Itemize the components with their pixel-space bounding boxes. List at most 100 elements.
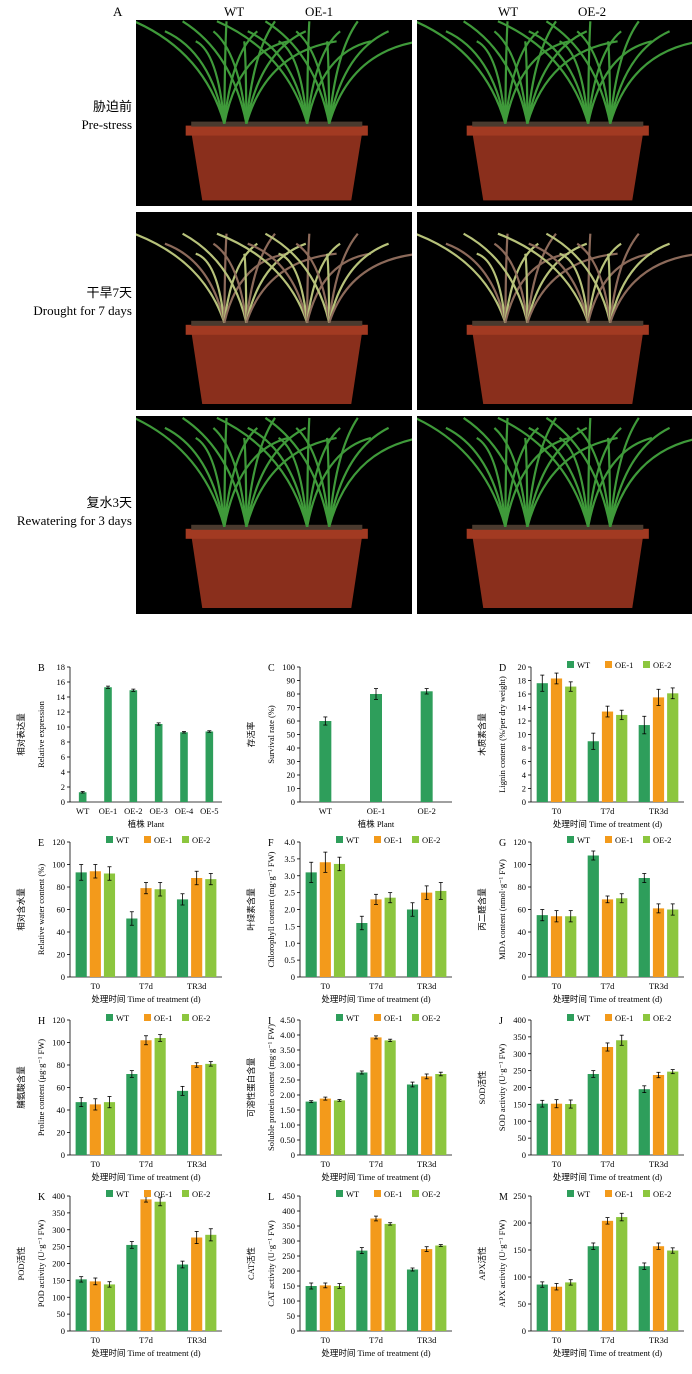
pot <box>191 534 363 609</box>
y-tick-label: 4.00 <box>280 1030 295 1040</box>
leaf <box>445 426 507 527</box>
bar <box>154 724 163 802</box>
pot <box>191 131 363 201</box>
leaf <box>181 416 248 528</box>
leaf <box>245 232 276 323</box>
leaf <box>524 437 529 527</box>
leaf <box>328 242 389 324</box>
pot <box>472 330 644 405</box>
y-tick-label: 20 <box>57 950 66 960</box>
y-tick-label: 18 <box>518 676 527 686</box>
x-tick-label: TR3d <box>649 806 669 816</box>
y-tick-label: 0 <box>522 1150 526 1160</box>
y-axis-label-en: Survival rate (%) <box>266 705 276 764</box>
bar <box>140 1040 152 1155</box>
y-tick-label: 120 <box>513 837 526 847</box>
chart-k: K 0 50 100 150 200 250 300 350 400 POD活性 POD activi… <box>16 1189 222 1358</box>
leaf <box>306 40 372 124</box>
soil <box>472 320 644 326</box>
x-axis-label: 植株 Plant <box>358 819 395 829</box>
legend-label: WT <box>346 1013 360 1023</box>
leaf <box>528 426 590 527</box>
bar <box>370 1037 382 1155</box>
y-tick-label: 2.5 <box>284 888 295 898</box>
y-tick-label: 8 <box>522 743 526 753</box>
leaf <box>463 232 529 324</box>
bar <box>638 725 650 802</box>
leaf <box>223 21 228 124</box>
bar <box>550 1286 563 1331</box>
bar <box>78 792 87 802</box>
row-label-pre-stress: 胁迫前 Pre-stress <box>0 98 132 134</box>
y-axis-label-cn: 相对含水量 <box>16 888 26 931</box>
x-tick-label: T0 <box>552 1335 561 1345</box>
leaf <box>417 20 507 124</box>
leaf <box>295 427 331 527</box>
y-tick-label: 16 <box>57 677 66 687</box>
leaf <box>559 252 590 323</box>
bar <box>536 1103 548 1155</box>
leaf <box>445 30 507 124</box>
legend-label: OE-2 <box>653 1189 671 1199</box>
photo-pre-stress-oe1 <box>136 20 412 206</box>
legend-swatch <box>336 1190 343 1197</box>
legend-label: OE-1 <box>615 835 633 845</box>
y-tick-label: 100 <box>52 1038 65 1048</box>
leaf <box>328 426 390 527</box>
y-axis-label-en: APX activity (U·g⁻¹ FW) <box>497 1220 507 1308</box>
x-tick-label: T7d <box>369 1335 383 1345</box>
y-tick-label: 50 <box>518 1133 527 1143</box>
chart-l: L 0 50 100 150 200 250 300 350 400 450 CAT活性 CAT act… <box>246 1189 452 1358</box>
bar <box>75 872 87 977</box>
leaf <box>587 233 592 323</box>
y-tick-label: 0 <box>291 797 295 807</box>
bar <box>536 683 548 802</box>
bar <box>305 1101 317 1155</box>
photo-rewatering-oe1 <box>136 416 412 614</box>
bar <box>435 890 447 977</box>
y-tick-label: 0 <box>291 1326 295 1336</box>
y-tick-label: 2 <box>522 784 526 794</box>
x-tick-label: T0 <box>552 981 561 991</box>
leaf <box>497 416 590 528</box>
x-tick-label: WT <box>76 806 90 816</box>
y-tick-label: 120 <box>52 1015 65 1025</box>
col-header-wt-1: WT <box>224 4 245 19</box>
row-label-drought: 干旱7天 Drought for 7 days <box>0 284 132 320</box>
bar <box>126 918 138 977</box>
row-label-cn: 干旱7天 <box>86 285 132 300</box>
y-tick-label: 12 <box>57 707 66 717</box>
leaf <box>587 417 592 527</box>
x-tick-label: T7d <box>139 981 153 991</box>
y-tick-label: 1.5 <box>284 921 295 931</box>
leaf <box>558 436 590 527</box>
chart-e: E 0 20 40 60 80 100 120 相对含水量 Relative water cont… <box>16 835 222 1004</box>
x-tick-label: T7d <box>601 981 615 991</box>
leaf <box>245 242 307 324</box>
legend-label: OE-1 <box>615 1189 633 1199</box>
leaf <box>417 417 507 528</box>
leaf <box>325 253 331 323</box>
x-axis-label: 处理时间 Time of treatment (d) <box>91 1172 200 1182</box>
leaf <box>182 20 248 124</box>
bar <box>370 1218 382 1331</box>
bar <box>140 1199 152 1331</box>
y-tick-label: 0 <box>522 797 526 807</box>
y-tick-label: 350 <box>513 1032 526 1042</box>
bar <box>667 909 679 977</box>
y-tick-label: 40 <box>518 927 527 937</box>
legend-swatch <box>182 1190 189 1197</box>
x-axis-label: 处理时间 Time of treatment (d) <box>553 819 662 829</box>
legend-swatch <box>605 1014 612 1021</box>
legend-label: OE-1 <box>154 835 172 845</box>
y-tick-label: 6 <box>522 757 526 767</box>
y-tick-label: 250 <box>513 1066 526 1076</box>
legend-swatch <box>336 1014 343 1021</box>
leaf <box>223 40 289 124</box>
leaf <box>504 40 570 124</box>
x-axis-label: 植株 Plant <box>128 819 165 829</box>
y-tick-label: 50 <box>287 730 296 740</box>
bar <box>587 1246 599 1331</box>
legend-swatch <box>182 1014 189 1021</box>
leaf <box>136 20 226 124</box>
